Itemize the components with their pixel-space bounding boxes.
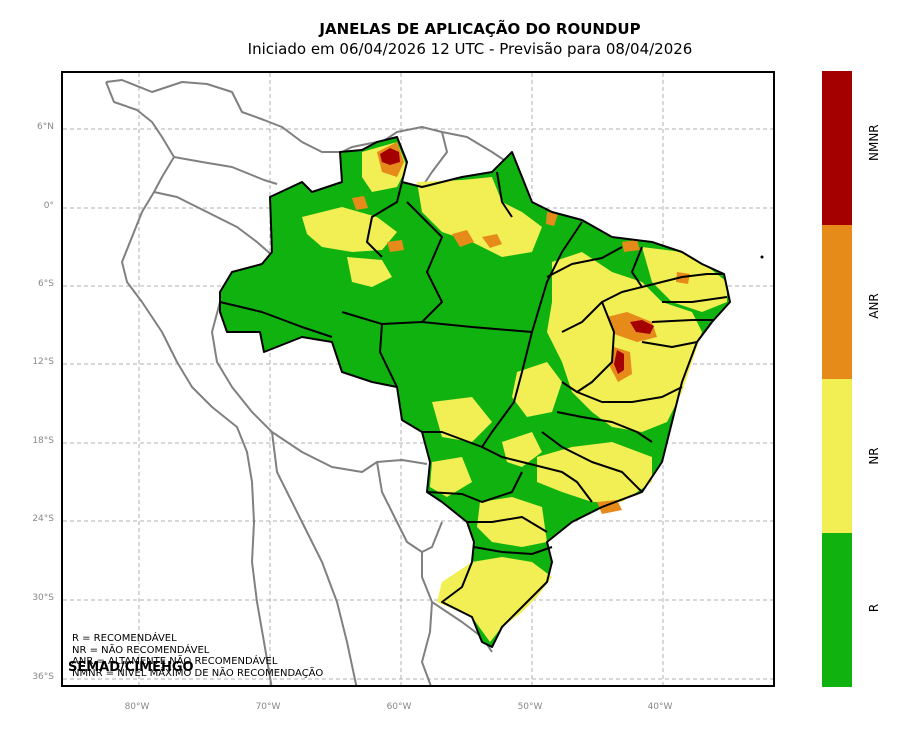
brazil-classification: [220, 137, 730, 647]
lon-tick-50w: 50°W: [517, 702, 543, 712]
lat-tick-24s: 24°S: [32, 514, 54, 524]
map-title: JANELAS DE APLICAÇÃO DO ROUNDUP: [319, 20, 641, 38]
colorbar-segment-nmnr: [822, 71, 852, 225]
colorbar-label-anr: ANR: [867, 293, 881, 319]
map-subtitle: Iniciado em 06/04/2026 12 UTC - Previsão…: [247, 40, 693, 58]
island-marker: [760, 255, 764, 259]
lat-tick-0: 0°: [43, 201, 54, 211]
map-canvas: [63, 73, 773, 685]
legend-line-nmnr: NMNR = NÍVEL MÁXIMO DE NÃO RECOMENDAÇÃO: [72, 667, 324, 679]
region-max-not-recommended: [380, 148, 654, 374]
lat-tick-36s: 36°S: [32, 672, 54, 682]
region-recommended: [220, 137, 730, 647]
lon-tick-70w: 70°W: [255, 702, 281, 712]
region-highly-not-recommended: [352, 142, 690, 514]
legend-text: R = RECOMENDÁVEL NR = NÃO RECOMENDÁVEL A…: [72, 633, 323, 679]
legend-line-nr: NR = NÃO RECOMENDÁVEL: [72, 644, 210, 656]
colorbar-segment-r: [822, 533, 852, 687]
lon-tick-60w: 60°W: [386, 702, 412, 712]
state-borders: [219, 136, 731, 648]
legend-line-r: R = RECOMENDÁVEL: [72, 633, 177, 644]
credit-label: SEMAD/CIMEHGO: [68, 660, 194, 675]
lat-tick-30s: 30°S: [32, 593, 54, 603]
lon-tick-80w: 80°W: [124, 702, 150, 712]
lat-tick-6s: 6°S: [38, 279, 54, 289]
lat-tick-18s: 18°S: [32, 436, 54, 446]
colorbar: [822, 71, 852, 687]
colorbar-label-nr: NR: [867, 447, 881, 465]
colorbar-label-r: R: [867, 603, 881, 613]
colorbar-segment-nr: [822, 379, 852, 533]
colorbar-segment-anr: [822, 225, 852, 379]
legend-line-anr: ANR = ALTAMENTE NÃO RECOMENDÁVEL: [72, 656, 278, 667]
colorbar-label-nmnr: NMNR: [867, 124, 881, 161]
country-borders: [105, 79, 508, 685]
map-frame: [61, 71, 775, 687]
lat-tick-12s: 12°S: [32, 357, 54, 367]
lat-tick-6n: 6°N: [37, 122, 54, 132]
lon-tick-40w: 40°W: [647, 702, 673, 712]
